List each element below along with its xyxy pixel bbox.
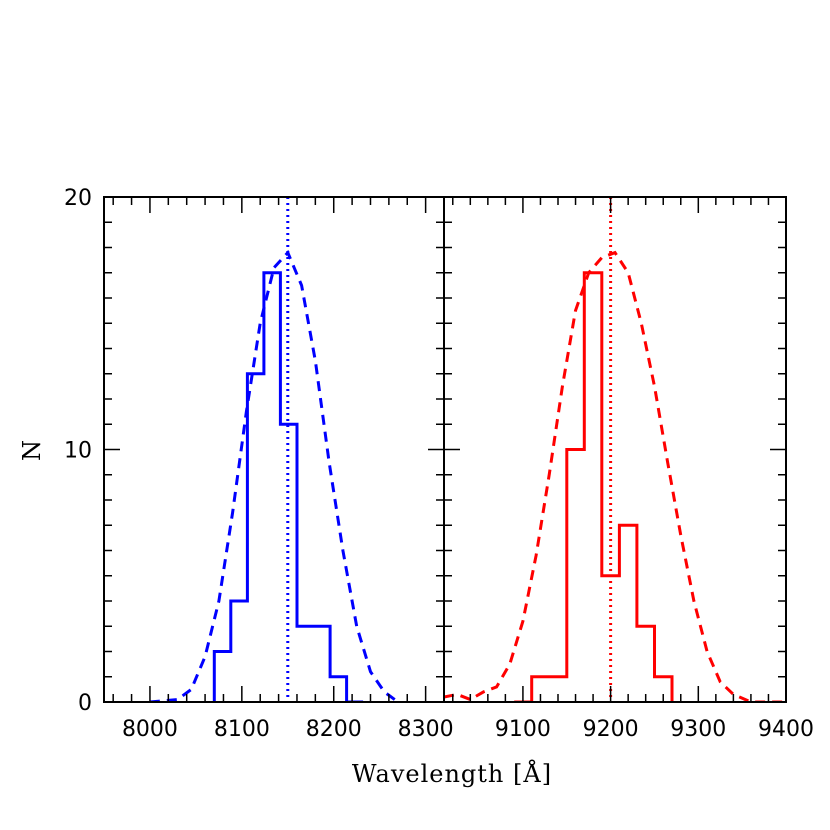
panel-data [444,197,786,702]
panel-frame-right [443,196,787,703]
model-curve-left [149,249,399,702]
x-axis-title: Wavelength [Å] [352,759,552,788]
model-curve-right [444,250,786,702]
x-tick-label: 9100 [495,717,551,742]
panel-left: 8000 8100 8200 8300 [103,196,454,742]
y-tick-label: 0 [78,691,92,716]
panel-right: 9100 9200 9300 9400 [443,196,814,742]
panel-data [149,197,399,702]
y-tick-label: 20 [64,186,92,211]
x-tick-label: 9300 [670,717,726,742]
x-tick-label: 9400 [758,717,814,742]
histogram-right [514,271,674,702]
y-axis-title: N [18,439,46,461]
x-tick-label: 9200 [583,717,639,742]
x-tick-label: 8100 [214,717,270,742]
x-tick-label: 8300 [398,717,454,742]
x-tick-label: 8200 [306,717,362,742]
x-tick-label: 8000 [122,717,178,742]
labels-layer: N Wavelength [Å] [18,439,552,788]
y-tick-label: 10 [64,439,92,464]
histogram-left [212,271,364,702]
panels-layer: 8000 8100 8200 8300 9100 9200 9300 9400 0 10 20 [64,186,814,742]
